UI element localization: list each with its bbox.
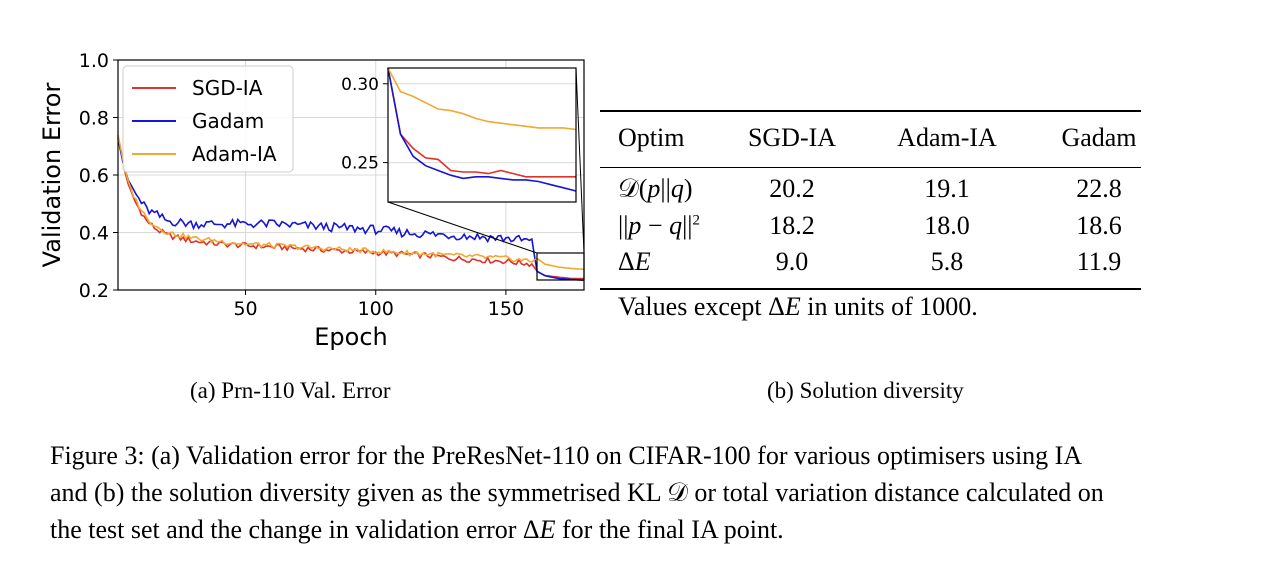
- main-series-lines: [117, 134, 585, 281]
- inset-series-lines: [387, 67, 577, 192]
- x-tick-label: 50: [233, 298, 257, 320]
- subcaption-b: (b) Solution diversity: [767, 378, 964, 403]
- x-tick-label: 150: [488, 298, 524, 320]
- series-line-adam-ia: [117, 134, 585, 271]
- legend: SGD-IA Gadam Adam-IA: [122, 65, 294, 173]
- series-line-sgd-ia: [117, 137, 584, 280]
- inset-y-tick-label: 0.30: [341, 75, 379, 95]
- legend-label-sgd-ia: SGD-IA: [192, 76, 263, 100]
- cell-delta-e-gadam: 11.9: [1076, 247, 1122, 276]
- y-tick-label: 0.4: [79, 223, 109, 245]
- header-sgd-ia: SGD-IA: [747, 123, 837, 152]
- inset-y-tick-label: 0.25: [341, 154, 379, 174]
- caption-line-3: the test set and the change in validatio…: [50, 515, 784, 544]
- row-label-tv: ||p − q||2: [618, 211, 701, 240]
- inset-series-line-gadam: [387, 67, 577, 192]
- main-ticks: 0.2 0.4 0.6 0.8 1.0 50 100 150: [79, 50, 524, 320]
- row-label-delta-e: ΔE: [618, 247, 651, 276]
- table-bottom-rule: [600, 288, 1141, 290]
- series-line-gadam: [117, 137, 585, 281]
- y-tick-label: 0.2: [79, 280, 109, 302]
- figure-caption: Figure 3: (a) Validation error for the P…: [50, 437, 1240, 548]
- legend-label-adam-ia: Adam-IA: [192, 142, 277, 166]
- cell-delta-e-sgd-ia: 9.0: [775, 247, 809, 276]
- inset-background: [388, 68, 576, 202]
- y-tick-label: 0.8: [79, 108, 109, 130]
- zoom-connector-right: [575, 67, 585, 254]
- table-top-rule: [600, 110, 1141, 112]
- header-adam-ia: Adam-IA: [897, 123, 997, 152]
- table-mid-rule: [600, 167, 1141, 168]
- legend-label-gadam: Gadam: [192, 109, 264, 133]
- header-gadam: Gadam: [1061, 123, 1137, 152]
- inset-series-line-sgd-ia: [387, 67, 576, 178]
- cell-kl-adam-ia: 19.1: [924, 174, 970, 203]
- y-tick-label: 0.6: [79, 165, 109, 187]
- table-note: Values except ΔE in units of 1000.: [618, 292, 978, 321]
- legend-box: [122, 65, 294, 173]
- validation-error-chart: 0.2 0.4 0.6 0.8 1.0 50 100 150 Epoch Validation…: [38, 50, 585, 351]
- cell-kl-sgd-ia: 20.2: [769, 174, 815, 203]
- x-tick-label: 100: [358, 298, 394, 320]
- cell-tv-adam-ia: 18.0: [924, 211, 970, 240]
- caption-line-1: Figure 3: (a) Validation error for the P…: [50, 441, 1083, 470]
- inset-axes-frame: [387, 67, 577, 203]
- inset-ticks: 0.25 0.30: [341, 75, 388, 174]
- zoom-connector-left: [387, 201, 538, 254]
- inset-series-line-adam-ia: [387, 67, 577, 131]
- subcaption-a: (a) Prn-110 Val. Error: [190, 378, 391, 403]
- header-optim: Optim: [618, 123, 685, 152]
- caption-line-2: and (b) the solution diversity given as …: [50, 478, 1104, 507]
- cell-delta-e-adam-ia: 5.8: [930, 247, 964, 276]
- inset-grid: [388, 83, 576, 164]
- zoom-region-box: [536, 252, 585, 281]
- cell-kl-gadam: 22.8: [1076, 174, 1122, 203]
- row-label-kl: 𝒟(p||q): [618, 174, 693, 203]
- y-tick-label: 1.0: [79, 50, 109, 72]
- cell-tv-gadam: 18.6: [1076, 211, 1122, 240]
- y-axis-label: Validation Error: [38, 83, 66, 268]
- x-axis-label: Epoch: [314, 323, 388, 351]
- cell-tv-sgd-ia: 18.2: [769, 211, 815, 240]
